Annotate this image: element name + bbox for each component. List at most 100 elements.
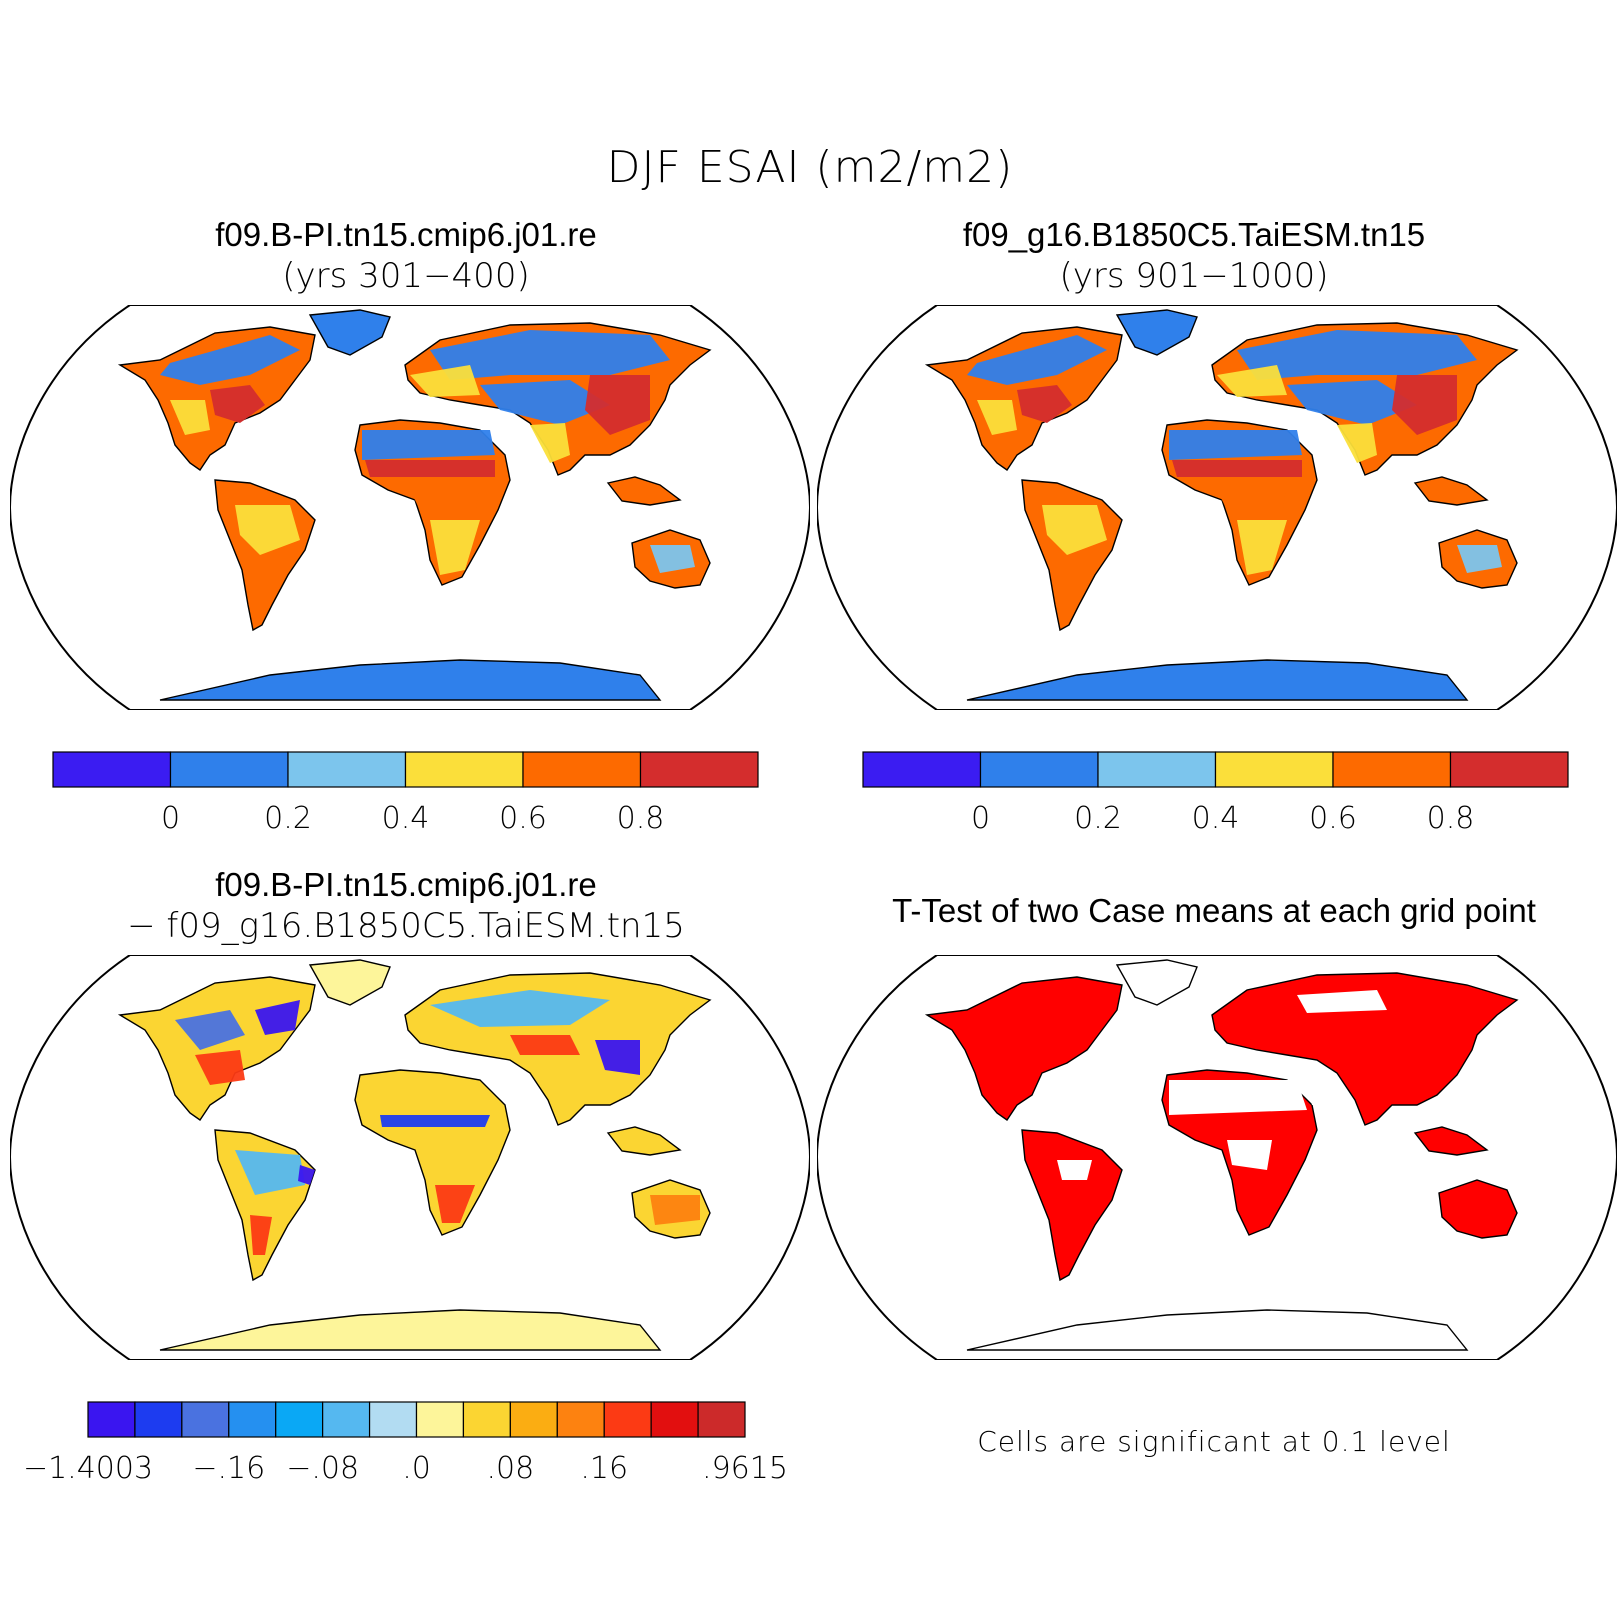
panel-1-subtitle: (yrs 301−400)	[282, 256, 530, 296]
colorbar-tick-label: 0	[161, 801, 180, 836]
field-south-america-pos	[250, 1215, 272, 1255]
land-greenland	[308, 309, 391, 356]
panel-2-title: f09_g16.B1850C5.TaiESM.tn15	[962, 216, 1426, 253]
land-europe-asia	[1211, 972, 1519, 1126]
colorbar-box	[979, 751, 1099, 788]
field-eurasia-central	[1287, 380, 1417, 425]
field-labrador-neg	[255, 1000, 300, 1035]
colorbar-box	[415, 1401, 465, 1438]
colorbar-box	[134, 1401, 183, 1438]
field-amazon-neg	[235, 1150, 305, 1195]
colorbar-tick-label: 0.2	[264, 801, 312, 836]
field-central-africa	[405, 480, 480, 515]
field-sahara-nonsig	[1169, 1080, 1307, 1115]
colorbar-tick-label: .16	[580, 1451, 628, 1486]
colorbar-tick-label: .08	[486, 1451, 534, 1486]
land-southeast-asia	[606, 476, 682, 506]
map-frame	[817, 955, 1617, 1360]
field-australia-pos	[650, 1195, 700, 1225]
field-siberia-nonsig	[1297, 990, 1387, 1013]
colorbar-box	[1449, 751, 1569, 788]
field-eurasia-north	[430, 330, 670, 380]
field-eurasia-north	[1237, 330, 1477, 380]
field-north-america-west	[977, 400, 1017, 435]
colorbar-tick-label: 0	[971, 801, 990, 836]
land-southeast-asia	[606, 1126, 682, 1156]
field-australia-interior	[1457, 545, 1502, 573]
colorbar-tick-label: −.08	[286, 1451, 359, 1486]
panel-3-subtitle: − f09_g16.B1850C5.TaiESM.tn15	[127, 906, 685, 946]
colorbar-box	[404, 751, 524, 788]
colorbar-box	[639, 751, 759, 788]
land-north-america	[924, 976, 1123, 1121]
field-north-america-east	[210, 385, 265, 423]
field-china-neg	[595, 1040, 640, 1075]
colorbar-tick-label: 0.2	[1074, 801, 1122, 836]
panel-2-subtitle: (yrs 901−1000)	[1059, 256, 1329, 296]
field-arabia-nonsig	[1307, 1083, 1332, 1105]
field-south-asia	[530, 423, 570, 463]
colorbar-box	[1214, 751, 1334, 788]
map-frame	[817, 305, 1617, 710]
map-panel-case2	[817, 305, 1617, 710]
land-antarctica	[966, 1309, 1469, 1351]
land-antarctica	[966, 659, 1469, 701]
field-sahara	[1169, 430, 1302, 460]
colorbar-box	[322, 1401, 371, 1438]
field-central-africa	[1212, 480, 1287, 515]
field-europe	[410, 365, 480, 397]
land-southeast-asia	[1413, 1126, 1489, 1156]
field-amazon	[1042, 505, 1107, 555]
colorbar-box	[462, 1401, 511, 1438]
land-greenland	[1115, 309, 1198, 356]
field-north-america-neg	[175, 1010, 245, 1050]
field-tibet-pos	[510, 1035, 580, 1055]
field-south-asia	[1337, 423, 1377, 463]
colorbar-tick-label: 0.4	[382, 801, 430, 836]
colorbar-tick-label: .9615	[702, 1451, 788, 1486]
colorbar-tick-label: .0	[402, 1451, 431, 1486]
colorbar-box	[650, 1401, 699, 1438]
land-southeast-asia	[1413, 476, 1489, 506]
colorbar-difference: −1.4003 −.16 −.08 .0 .08 .16 .9615	[23, 1401, 788, 1486]
land-antarctica	[159, 659, 662, 701]
land-south-america	[1021, 1129, 1123, 1282]
field-north-america-boreal	[160, 335, 300, 385]
colorbar-box	[697, 1401, 746, 1438]
field-africa-nonsig	[1227, 1140, 1272, 1170]
land-australia	[1438, 1179, 1518, 1239]
colorbar-box	[522, 751, 642, 788]
colorbar-box	[275, 1401, 324, 1438]
field-east-asia	[1392, 375, 1457, 435]
map-frame	[10, 305, 810, 710]
colorbar-box	[556, 1401, 605, 1438]
field-north-america-boreal	[967, 335, 1107, 385]
colorbar-tick-label: −1.4003	[23, 1451, 153, 1486]
map-frame	[10, 955, 810, 1360]
panel-4-title: T-Test of two Case means at each grid po…	[892, 892, 1536, 929]
colorbar-box	[87, 1401, 136, 1438]
field-sahara	[362, 430, 495, 460]
colorbar-case2: 0 0.2 0.4 0.6 0.8	[862, 751, 1569, 836]
colorbar-tick-label: 0.8	[617, 801, 665, 836]
field-eurasia-mixed	[430, 990, 610, 1027]
colorbar-box	[862, 751, 982, 788]
colorbar-tick-label: −.16	[192, 1451, 265, 1486]
field-eurasia-central	[480, 380, 610, 425]
colorbar-box	[287, 751, 407, 788]
colorbar-tick-label: 0.8	[1427, 801, 1475, 836]
field-brazil-east	[298, 1165, 315, 1185]
colorbar-box	[1332, 751, 1452, 788]
colorbar-box	[181, 1401, 230, 1438]
colorbar-tick-label: 0.4	[1192, 801, 1240, 836]
colorbar-box	[509, 1401, 558, 1438]
colorbar-box	[169, 751, 289, 788]
map-panel-case1	[10, 305, 810, 710]
land-antarctica	[159, 1309, 662, 1351]
colorbar-box	[603, 1401, 652, 1438]
field-southern-africa	[1237, 520, 1287, 575]
field-north-america-west	[170, 400, 210, 435]
colorbar-tick-label: 0.6	[1309, 801, 1357, 836]
field-australia-interior	[650, 545, 695, 573]
field-east-asia	[585, 375, 650, 435]
